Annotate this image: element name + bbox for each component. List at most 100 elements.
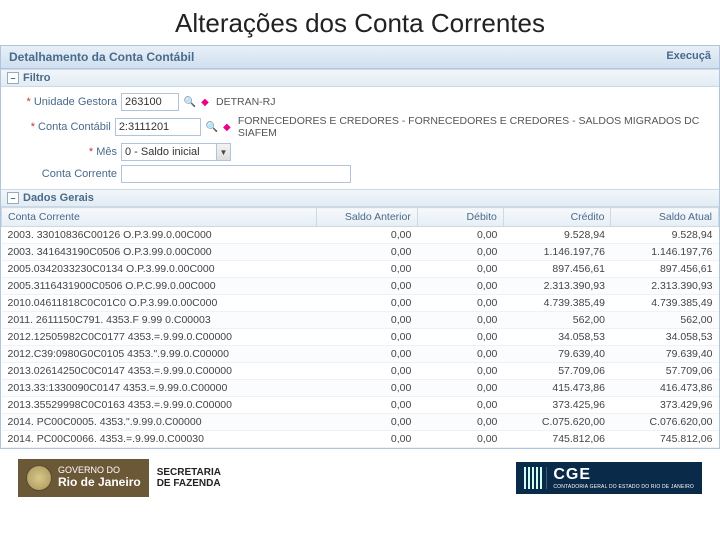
cell-cred: 415.473,86 (503, 380, 611, 397)
cell-sa: 0,00 (317, 431, 417, 448)
cell-sat: 34.058,53 (611, 329, 719, 346)
col-saldo-anterior[interactable]: Saldo Anterior (317, 208, 417, 227)
table-row[interactable]: 2013.02614250C0C0147 4353.=.9.99.0.C0000… (2, 363, 719, 380)
secretaria-text: SECRETARIA DE FAZENDA (157, 467, 221, 489)
chevron-down-icon[interactable]: ▼ (216, 144, 230, 160)
table-row[interactable]: 2012.12505982C0C0177 4353.=.9.99.0.C0000… (2, 329, 719, 346)
cell-deb: 0,00 (417, 261, 503, 278)
table-row[interactable]: 2014. PC00C0066. 4353.=.9.99.0.C000300,0… (2, 431, 719, 448)
clear-icon[interactable]: ◆ (220, 120, 234, 134)
filtro-label: Filtro (23, 72, 51, 84)
execucao-link[interactable]: Execuçã (666, 50, 711, 64)
cell-cc: 2012.C39:0980G0C0105 4353.".9.99.0.C0000… (2, 346, 317, 363)
cell-sat: C.076.620,00 (611, 414, 719, 431)
conta-corrente-input[interactable] (121, 165, 351, 183)
cell-sat: 1.146.197,76 (611, 244, 719, 261)
cell-cc: 2012.12505982C0C0177 4353.=.9.99.0.C0000… (2, 329, 317, 346)
cell-sat: 745.812,06 (611, 431, 719, 448)
gov-big: Rio de Janeiro (58, 476, 141, 489)
cell-cred: 9.528,94 (503, 227, 611, 244)
cell-sa: 0,00 (317, 346, 417, 363)
cell-deb: 0,00 (417, 227, 503, 244)
cell-deb: 0,00 (417, 346, 503, 363)
col-saldo-atual[interactable]: Saldo Atual (611, 208, 719, 227)
cell-deb: 0,00 (417, 312, 503, 329)
unidade-gestora-label: * Unidade Gestora (7, 96, 117, 108)
cell-sa: 0,00 (317, 295, 417, 312)
cell-deb: 0,00 (417, 431, 503, 448)
table-row[interactable]: 2012.C39:0980G0C0105 4353.".9.99.0.C0000… (2, 346, 719, 363)
cell-cc: 2014. PC00C0066. 4353.=.9.99.0.C00030 (2, 431, 317, 448)
cell-sa: 0,00 (317, 380, 417, 397)
table-row[interactable]: 2003. 33010836C00126 O.P.3.99.0.00C000 0,… (2, 227, 719, 244)
table-row[interactable]: 2005.3116431900C0506 O.P.C.99.0.00C0000,… (2, 278, 719, 295)
cell-cred: 2.313.390,93 (503, 278, 611, 295)
table-row[interactable]: 2014. PC00C0005. 4353.".9.99.0.C000000,0… (2, 414, 719, 431)
cell-deb: 0,00 (417, 414, 503, 431)
table-row[interactable]: 2005.0342033230C0134 O.P.3.99.0.00C0000,… (2, 261, 719, 278)
search-icon[interactable]: 🔍 (183, 95, 197, 109)
table-row[interactable]: 2011. 2611150C791. 4353.F 9.99 0.C000030… (2, 312, 719, 329)
cell-sa: 0,00 (317, 261, 417, 278)
col-credito[interactable]: Crédito (503, 208, 611, 227)
cell-cc: 2014. PC00C0005. 4353.".9.99.0.C00000 (2, 414, 317, 431)
cell-cred: 57.709,06 (503, 363, 611, 380)
cell-sa: 0,00 (317, 329, 417, 346)
crest-icon (26, 465, 52, 491)
cell-cc: 2013.02614250C0C0147 4353.=.9.99.0.C0000… (2, 363, 317, 380)
collapse-icon[interactable]: – (7, 72, 19, 84)
cell-cc: 2010.04611818C0C01C0 O.P.3.99.0.00C000 (2, 295, 317, 312)
cell-deb: 0,00 (417, 244, 503, 261)
mes-select[interactable] (121, 143, 231, 161)
cell-cred: 34.058,53 (503, 329, 611, 346)
table-row[interactable]: 2013.35529998C0C0163 4353.=.9.99.0.C0000… (2, 397, 719, 414)
cell-cred: 562,00 (503, 312, 611, 329)
cell-cc: 2005.3116431900C0506 O.P.C.99.0.00C000 (2, 278, 317, 295)
col-debito[interactable]: Débito (417, 208, 503, 227)
unidade-gestora-input[interactable] (121, 93, 179, 111)
filters-area: * Unidade Gestora 🔍 ◆ DETRAN-RJ * Conta … (1, 87, 719, 189)
cell-sa: 0,00 (317, 244, 417, 261)
cell-sa: 0,00 (317, 414, 417, 431)
table-row[interactable]: 2003. 341643190C0506 O.P.3.99.0.00C0000,… (2, 244, 719, 261)
cell-cred: 79.639,40 (503, 346, 611, 363)
table-row[interactable]: 2013.33:1330090C0147 4353.=.9.99.0.C0000… (2, 380, 719, 397)
cell-deb: 0,00 (417, 397, 503, 414)
search-icon[interactable]: 🔍 (205, 120, 219, 134)
cge-big: CGE (553, 466, 694, 484)
cge-logo: CGE CONTADORIA GERAL DO ESTADO DO RIO DE… (516, 462, 702, 494)
cell-cc: 2013.33:1330090C0147 4353.=.9.99.0.C0000… (2, 380, 317, 397)
footer: GOVERNO DO Rio de Janeiro SECRETARIA DE … (0, 449, 720, 501)
cell-cc: 2005.0342033230C0134 O.P.3.99.0.00C000 (2, 261, 317, 278)
col-conta-corrente[interactable]: Conta Corrente (2, 208, 317, 227)
cell-cc: 2013.35529998C0C0163 4353.=.9.99.0.C0000… (2, 397, 317, 414)
cell-sat: 373.429,96 (611, 397, 719, 414)
collapse-icon[interactable]: – (7, 192, 19, 204)
window-title: Detalhamento da Conta Contábil (9, 50, 194, 64)
cell-sa: 0,00 (317, 278, 417, 295)
cell-sa: 0,00 (317, 363, 417, 380)
cell-sat: 4.739.385,49 (611, 295, 719, 312)
cell-deb: 0,00 (417, 295, 503, 312)
clear-icon[interactable]: ◆ (198, 95, 212, 109)
mes-label: * Mês (7, 146, 117, 158)
cell-sat: 897.456,61 (611, 261, 719, 278)
cell-deb: 0,00 (417, 278, 503, 295)
conta-contabil-input[interactable] (115, 118, 201, 136)
window-header: Detalhamento da Conta Contábil Execuçã (1, 46, 719, 69)
cell-cc: 2003. 341643190C0506 O.P.3.99.0.00C000 (2, 244, 317, 261)
cge-sub: CONTADORIA GERAL DO ESTADO DO RIO DE JAN… (553, 484, 694, 490)
cell-sa: 0,00 (317, 312, 417, 329)
conta-contabil-label: * Conta Contábil (7, 121, 111, 133)
slide-title: Alterações dos Conta Correntes (0, 0, 720, 45)
cell-sat: 9.528,94 (611, 227, 719, 244)
cell-cred: 745.812,06 (503, 431, 611, 448)
dados-label: Dados Gerais (23, 192, 94, 204)
dados-panel-header[interactable]: – Dados Gerais (1, 189, 719, 207)
cell-sat: 562,00 (611, 312, 719, 329)
gov-logo: GOVERNO DO Rio de Janeiro SECRETARIA DE … (18, 459, 221, 497)
cell-sat: 416.473,86 (611, 380, 719, 397)
filtro-panel-header[interactable]: – Filtro (1, 69, 719, 87)
table-row[interactable]: 2010.04611818C0C01C0 O.P.3.99.0.00C0000,… (2, 295, 719, 312)
cell-cc: 2003. 33010836C00126 O.P.3.99.0.00C000 (2, 227, 317, 244)
